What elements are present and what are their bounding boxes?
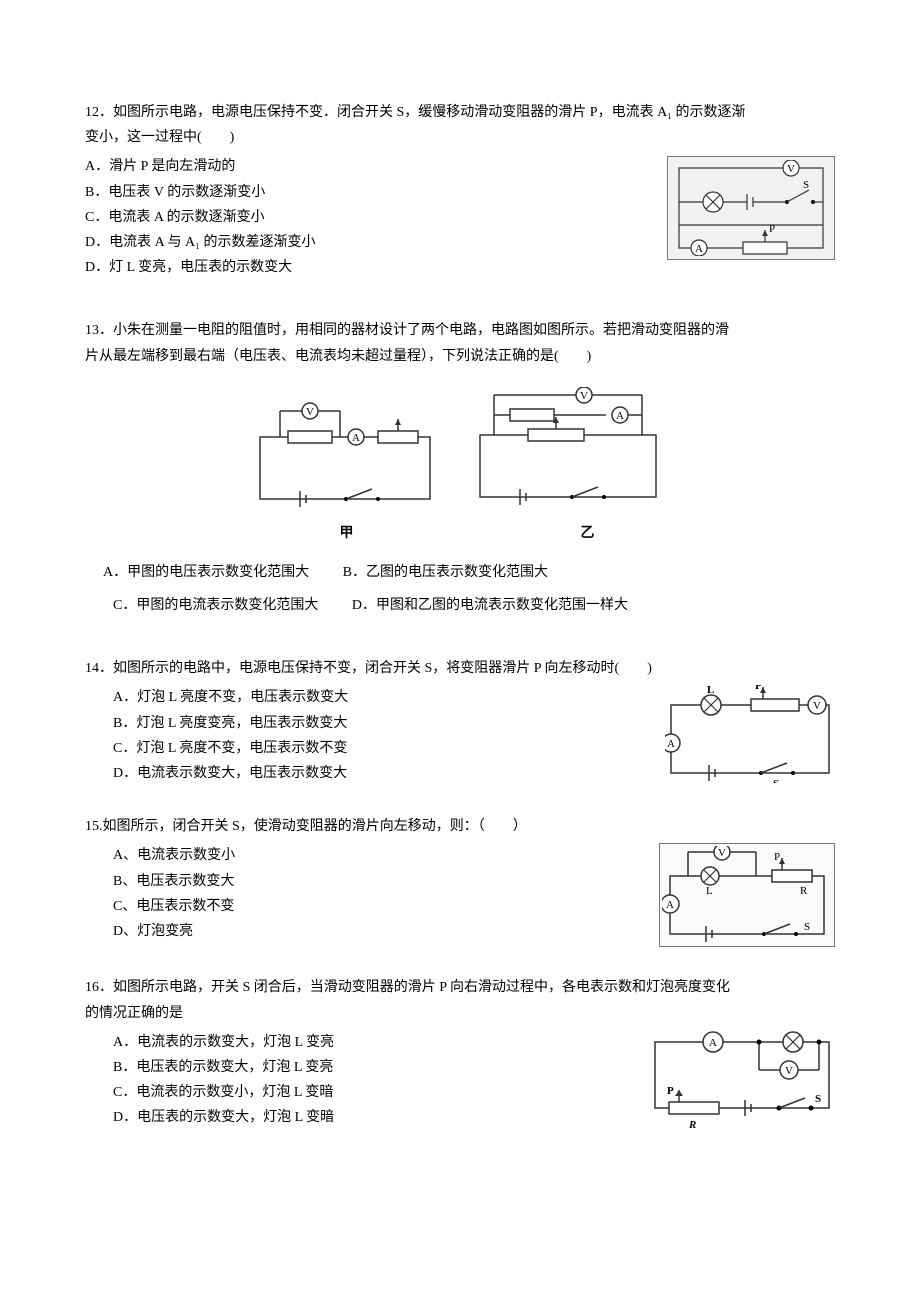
question-stem: 16．如图所示电路，开关 S 闭合后，当滑动变阻器的滑片 P 向右滑动过程中，各…: [85, 975, 835, 1025]
option-b: B．乙图的电压表示数变化范围大: [343, 560, 548, 585]
options-row-2: C．甲图的电流表示数变化范围大 D．甲图和乙图的电流表示数变化范围一样大: [85, 593, 835, 618]
option-a: A．电流表的示数变大，灯泡 L 变亮: [113, 1030, 334, 1055]
question-number: 16: [85, 980, 99, 995]
svg-text:L: L: [707, 685, 714, 696]
question-14: 14．如图所示的电路中，电源电压保持不变，闭合开关 S，将变阻器滑片 P 向左移…: [85, 656, 835, 786]
stem-text: .如图所示，闭合开关 S，使滑动变阻器的滑片向左移动，则：（ ）: [99, 819, 527, 834]
svg-text:A: A: [667, 738, 675, 750]
stem-text-b: 变小，这一过程中( ): [85, 130, 234, 145]
circuit-figure-q15: V L P R A S: [659, 843, 835, 947]
question-12: 12．如图所示电路，电源电压保持不变．闭合开关 S，缓慢移动滑动变阻器的滑片 P…: [85, 100, 835, 280]
svg-text:V: V: [785, 1065, 793, 1077]
svg-text:S: S: [804, 921, 810, 933]
option-c: C．灯泡 L 亮度不变，电压表示数不变: [113, 736, 348, 761]
sublabel-jia: 甲: [253, 521, 441, 546]
svg-text:V: V: [580, 390, 588, 402]
question-number: 12: [85, 105, 99, 120]
option-d: D．电流表 A 与 A₁ 的示数差逐渐变小: [85, 230, 315, 255]
svg-text:P: P: [774, 851, 780, 863]
circuit-figure-q14: L P V A S: [665, 685, 835, 783]
stem-text-b: 的情况正确的是: [85, 1006, 183, 1021]
option-b: B、电压表示数变大: [113, 869, 235, 894]
circuit-figure-q12: V S A P: [667, 156, 835, 260]
svg-text:P: P: [755, 685, 762, 692]
option-d: D．电流表示数变大，电压表示数变大: [113, 761, 348, 786]
stem-text-a: ．如图所示电路，电源电压保持不变．闭合开关 S，缓慢移动滑动变阻器的滑片 P，电…: [99, 105, 746, 120]
svg-text:A: A: [352, 432, 360, 444]
svg-text:P: P: [769, 223, 775, 235]
question-stem: 14．如图所示的电路中，电源电压保持不变，闭合开关 S，将变阻器滑片 P 向左移…: [85, 656, 835, 681]
question-number: 13: [85, 323, 99, 338]
svg-text:R: R: [688, 1119, 696, 1130]
circuit-figure-q16: A V P R S: [649, 1030, 835, 1130]
stem-text-a: ．小朱在测量一电阻的阻值时，用相同的器材设计了两个电路，电路图如图所示。若把滑动…: [99, 323, 729, 338]
option-d: D、灯泡变亮: [113, 919, 235, 944]
svg-text:S: S: [803, 179, 809, 191]
question-13: 13．小朱在测量一电阻的阻值时，用相同的器材设计了两个电路，电路图如图所示。若把…: [85, 318, 835, 618]
svg-text:A: A: [616, 410, 624, 422]
svg-text:A: A: [709, 1037, 717, 1049]
svg-text:V: V: [787, 163, 795, 175]
option-c: C．电流表的示数变小，灯泡 L 变暗: [113, 1080, 334, 1105]
option-a: A．滑片 P 是向左滑动的: [85, 154, 315, 179]
stem-text-b: 片从最左端移到最右端（电压表、电流表均未超过量程），下列说法正确的是( ): [85, 349, 591, 364]
question-stem: 12．如图所示电路，电源电压保持不变．闭合开关 S，缓慢移动滑动变阻器的滑片 P…: [85, 100, 835, 150]
question-stem: 13．小朱在测量一电阻的阻值时，用相同的器材设计了两个电路，电路图如图所示。若把…: [85, 318, 835, 368]
option-b: B．电压表 V 的示数逐渐变小: [85, 180, 315, 205]
options-list: A、电流表示数变小 B、电压表示数变大 C、电压表示数不变 D、灯泡变亮: [85, 843, 235, 944]
svg-text:P: P: [667, 1085, 674, 1097]
svg-text:S: S: [815, 1093, 821, 1105]
svg-text:A: A: [666, 899, 674, 911]
svg-text:V: V: [306, 406, 314, 418]
option-a: A．灯泡 L 亮度不变，电压表示数变大: [113, 685, 348, 710]
svg-text:A: A: [695, 243, 703, 255]
option-e: D．灯 L 变亮，电压表的示数变大: [85, 255, 315, 280]
svg-text:L: L: [706, 885, 713, 897]
question-stem: 15.如图所示，闭合开关 S，使滑动变阻器的滑片向左移动，则：（ ）: [85, 814, 835, 839]
svg-text:S: S: [773, 778, 779, 783]
stem-text: ．如图所示的电路中，电源电压保持不变，闭合开关 S，将变阻器滑片 P 向左移动时…: [99, 661, 652, 676]
question-15: 15.如图所示，闭合开关 S，使滑动变阻器的滑片向左移动，则：（ ） V L P…: [85, 814, 835, 947]
options-list: A．滑片 P 是向左滑动的 B．电压表 V 的示数逐渐变小 C．电流表 A 的示…: [85, 154, 315, 280]
circuit-figure-q13: V A V A: [85, 387, 835, 546]
svg-text:V: V: [813, 700, 821, 712]
option-d: D．电压表的示数变大，灯泡 L 变暗: [113, 1105, 334, 1130]
option-a: A．甲图的电压表示数变化范围大: [103, 560, 309, 585]
option-b: B．电压表的示数变大，灯泡 L 变亮: [113, 1055, 334, 1080]
options-list: A．电流表的示数变大，灯泡 L 变亮 B．电压表的示数变大，灯泡 L 变亮 C．…: [85, 1030, 334, 1131]
option-a: A、电流表示数变小: [113, 843, 235, 868]
option-d: D．甲图和乙图的电流表示数变化范围一样大: [352, 593, 628, 618]
stem-text-a: ．如图所示电路，开关 S 闭合后，当滑动变阻器的滑片 P 向右滑动过程中，各电表…: [99, 980, 730, 995]
option-c: C．电流表 A 的示数逐渐变小: [85, 205, 315, 230]
svg-text:V: V: [718, 847, 726, 859]
question-number: 14: [85, 661, 99, 676]
option-c: C．甲图的电流表示数变化范围大: [113, 593, 318, 618]
svg-text:R: R: [800, 885, 808, 897]
options-row-1: A．甲图的电压表示数变化范围大 B．乙图的电压表示数变化范围大: [85, 560, 835, 585]
options-list: A．灯泡 L 亮度不变，电压表示数变大 B．灯泡 L 亮度变亮，电压表示数变大 …: [85, 685, 348, 786]
option-b: B．灯泡 L 亮度变亮，电压表示数变大: [113, 711, 348, 736]
question-number: 15: [85, 819, 99, 834]
option-c: C、电压表示数不变: [113, 894, 235, 919]
sublabel-yi: 乙: [508, 521, 668, 546]
question-16: 16．如图所示电路，开关 S 闭合后，当滑动变阻器的滑片 P 向右滑动过程中，各…: [85, 975, 835, 1130]
